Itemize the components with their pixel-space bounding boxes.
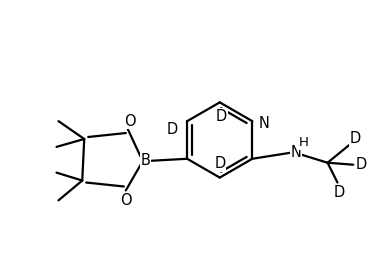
Text: D: D: [334, 185, 345, 200]
Text: O: O: [120, 193, 132, 208]
Text: D: D: [214, 156, 225, 171]
Text: D: D: [167, 121, 178, 136]
Text: B: B: [141, 153, 151, 168]
Text: D: D: [350, 132, 361, 147]
Text: N: N: [291, 145, 301, 160]
Text: D: D: [355, 157, 367, 172]
Text: D: D: [216, 109, 227, 124]
Text: O: O: [124, 114, 136, 129]
Text: N: N: [259, 116, 270, 131]
Text: H: H: [299, 136, 309, 149]
